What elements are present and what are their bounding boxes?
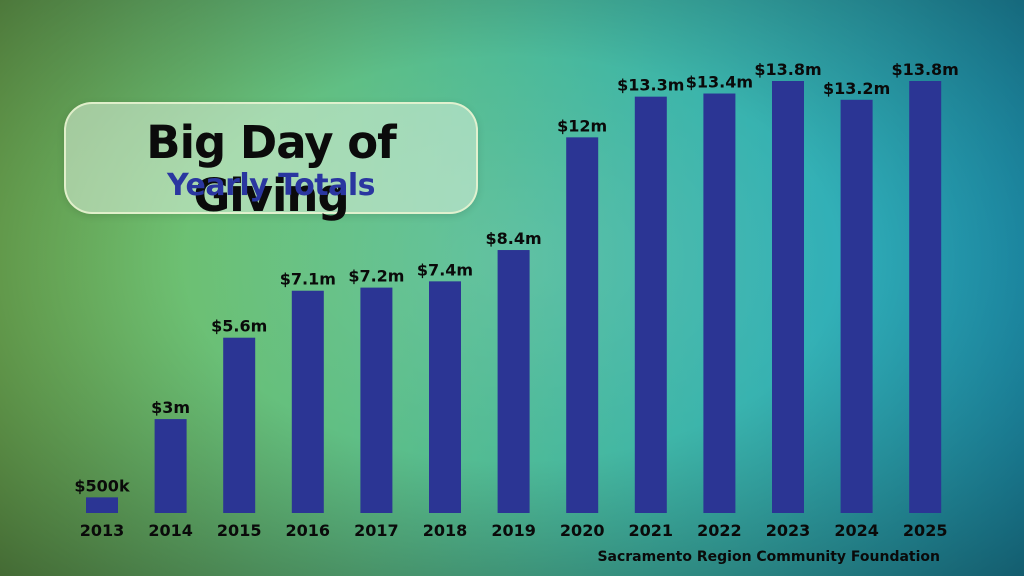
value-label-2024: $13.2m	[823, 79, 890, 98]
x-tick-label-2019: 2019	[491, 521, 536, 540]
chart-subtitle: Yearly Totals	[167, 168, 375, 203]
bar-2021	[634, 96, 667, 514]
title-box: Big Day of Giving Yearly Totals	[64, 102, 478, 222]
x-tick-label-2021: 2021	[629, 521, 674, 540]
x-tick-label-2014: 2014	[148, 521, 193, 540]
value-label-2015: $5.6m	[211, 317, 267, 336]
bar-2017	[360, 287, 393, 513]
bar-2016	[291, 290, 324, 513]
value-label-2021: $13.3m	[617, 76, 684, 95]
bar-2013	[86, 497, 118, 513]
value-label-2013: $500k	[74, 476, 130, 495]
bar-2019	[497, 250, 530, 514]
bar-2024	[840, 99, 873, 514]
value-label-2018: $7.4m	[417, 260, 473, 279]
source-credit: Sacramento Region Community Foundation	[597, 549, 940, 565]
x-tick-label-2023: 2023	[766, 521, 811, 540]
bar-2023	[772, 81, 804, 513]
x-tick-label-2018: 2018	[423, 521, 468, 540]
x-tick-label-2015: 2015	[217, 521, 262, 540]
x-tick-label-2020: 2020	[560, 521, 605, 540]
chart-title: Big Day of Giving	[146, 116, 396, 222]
value-label-2020: $12m	[557, 116, 607, 135]
bar-2025	[909, 81, 942, 513]
bar-2022	[703, 93, 736, 514]
value-label-2025: $13.8m	[892, 60, 959, 79]
value-label-2023: $13.8m	[754, 60, 821, 79]
bar-2020	[566, 137, 599, 513]
value-label-2019: $8.4m	[486, 229, 542, 248]
value-label-2014: $3m	[151, 398, 190, 417]
value-label-2017: $7.2m	[348, 267, 404, 286]
bar-2018	[429, 281, 461, 513]
x-tick-label-2022: 2022	[697, 521, 742, 540]
x-tick-label-2017: 2017	[354, 521, 399, 540]
x-tick-label-2016: 2016	[286, 521, 331, 540]
x-tick-label-2013: 2013	[80, 521, 125, 540]
value-label-2022: $13.4m	[686, 73, 753, 92]
x-tick-label-2024: 2024	[834, 521, 879, 540]
x-tick-label-2025: 2025	[903, 521, 948, 540]
value-label-2016: $7.1m	[280, 270, 336, 289]
bar-2015	[223, 337, 256, 513]
bar-2014	[154, 419, 187, 513]
